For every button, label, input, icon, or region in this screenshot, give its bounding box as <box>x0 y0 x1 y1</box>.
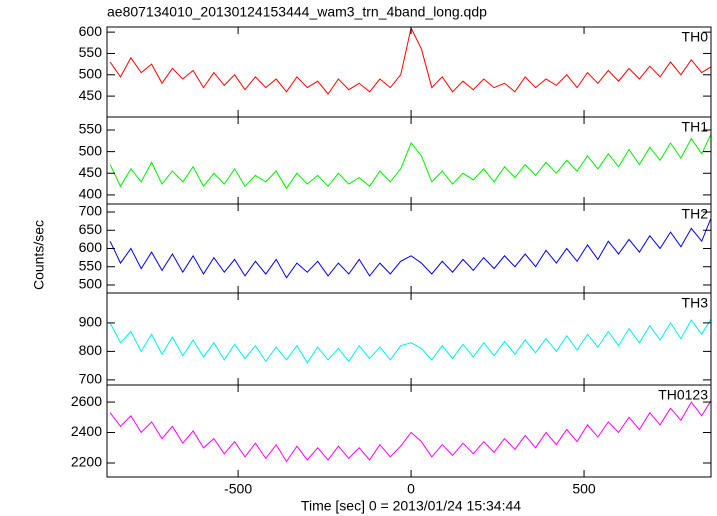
panel <box>109 317 711 364</box>
y-tick-label: 550 <box>79 257 103 273</box>
y-tick-label: 900 <box>79 314 103 330</box>
y-tick-label: 2200 <box>71 454 102 470</box>
legend-label: TH3 <box>682 295 709 311</box>
x-axis-label: Time [sec] 0 = 2013/01/24 15:34:44 <box>301 498 521 514</box>
panel <box>109 216 711 279</box>
legend-label: TH2 <box>682 206 709 222</box>
y-tick-label: 500 <box>79 65 103 81</box>
y-tick-label: 450 <box>79 87 103 103</box>
panel <box>109 27 711 95</box>
legend-label: TH1 <box>682 119 709 135</box>
panel-frame <box>106 116 712 205</box>
panel <box>109 133 711 190</box>
panel-frame <box>106 26 712 118</box>
y-tick-label: 550 <box>79 121 103 137</box>
data-line <box>109 317 711 364</box>
x-tick-label: -500 <box>224 481 252 497</box>
legend-label: TH0 <box>682 29 709 45</box>
data-line <box>109 27 711 95</box>
panel-frame <box>106 384 712 478</box>
y-tick-label: 800 <box>79 342 103 358</box>
y-tick-label: 500 <box>79 142 103 158</box>
y-tick-label: 700 <box>79 371 103 387</box>
data-line <box>109 216 711 279</box>
y-tick-label: 500 <box>79 276 103 292</box>
x-tick-label: 0 <box>407 481 415 497</box>
x-tick-label: 500 <box>572 481 596 497</box>
chart-title: ae807134010_20130124153444_wam3_trn_4ban… <box>107 4 487 20</box>
legend-label: TH0123 <box>658 387 708 403</box>
panel-frame <box>106 203 712 294</box>
y-axis-label: Counts/sec <box>31 220 47 290</box>
y-tick-label: 550 <box>79 44 103 60</box>
y-tick-label: 2400 <box>71 423 102 439</box>
data-line <box>109 399 711 463</box>
y-tick-label: 650 <box>79 221 103 237</box>
y-tick-label: 400 <box>79 186 103 202</box>
data-line <box>109 133 711 190</box>
y-tick-label: 600 <box>79 23 103 39</box>
y-tick-label: 700 <box>79 203 103 219</box>
y-tick-label: 450 <box>79 164 103 180</box>
y-tick-label: 2600 <box>71 393 102 409</box>
panel <box>109 399 711 463</box>
panel-frame <box>106 292 712 386</box>
y-tick-label: 600 <box>79 239 103 255</box>
